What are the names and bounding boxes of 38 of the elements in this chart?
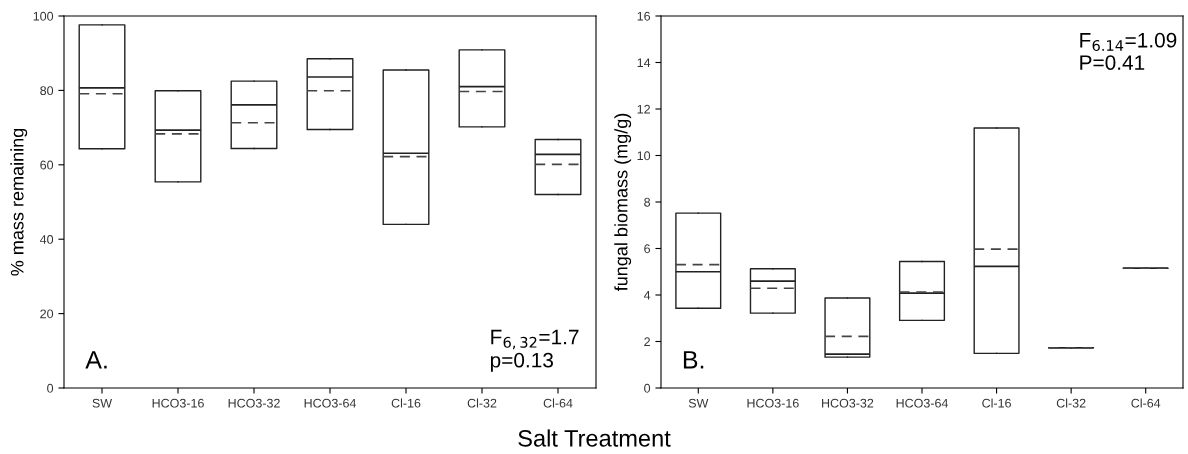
x-tick-label: Cl-32 <box>467 398 497 408</box>
y-tick-label: 0 <box>47 383 54 393</box>
x-tick-label: Cl-64 <box>1131 398 1161 408</box>
x-axis-title: Salt Treatment <box>518 429 671 447</box>
annotation: F$_{6,32}$=1.7 <box>491 329 579 350</box>
x-tick-label: HCO3-64 <box>304 398 357 408</box>
y-tick-label: 4 <box>643 290 651 300</box>
y-tick-label: 6 <box>644 244 651 254</box>
x-tick-label: HCO3-64 <box>896 398 949 408</box>
y-tick-label: 60 <box>40 160 54 170</box>
x-tick-label: HCO3-16 <box>152 398 204 408</box>
y-tick-label: 0 <box>644 383 651 393</box>
y-tick-label: 2 <box>644 337 650 347</box>
annotation: p=0.13 <box>490 352 553 372</box>
y-tick-label: 100 <box>33 11 54 21</box>
annotation: B. <box>683 351 704 369</box>
y-tick-label: 12 <box>637 104 650 114</box>
annotation: F$_{6.14}$=1.09 <box>1080 32 1177 52</box>
x-tick-label: SW <box>92 398 113 408</box>
x-tick-label: HCO3-32 <box>228 398 280 408</box>
annotation: A. <box>85 351 107 369</box>
x-tick-label: Cl-64 <box>543 398 573 408</box>
x-tick-label: HCO3-32 <box>822 398 874 408</box>
y-tick-label: 14 <box>637 58 651 68</box>
x-tick-label: Cl-32 <box>1056 398 1086 408</box>
y-tick-label: 8 <box>644 197 651 207</box>
y-tick-label: 20 <box>40 309 54 319</box>
y-tick-label: 10 <box>637 151 651 161</box>
x-tick-label: Cl-16 <box>982 398 1011 408</box>
y-tick-label: 80 <box>40 86 54 96</box>
y-axis-title: % mass remaining <box>10 128 28 276</box>
x-tick-label: Cl-16 <box>391 398 421 408</box>
x-tick-label: HCO3-16 <box>747 398 799 408</box>
x-tick-label: SW <box>688 398 709 408</box>
y-tick-label: 16 <box>637 11 651 21</box>
y-tick-label: 40 <box>39 235 54 244</box>
annotation: P=0.41 <box>1080 55 1145 70</box>
y-axis-title: fungal biomass (mg/g) <box>614 113 632 292</box>
